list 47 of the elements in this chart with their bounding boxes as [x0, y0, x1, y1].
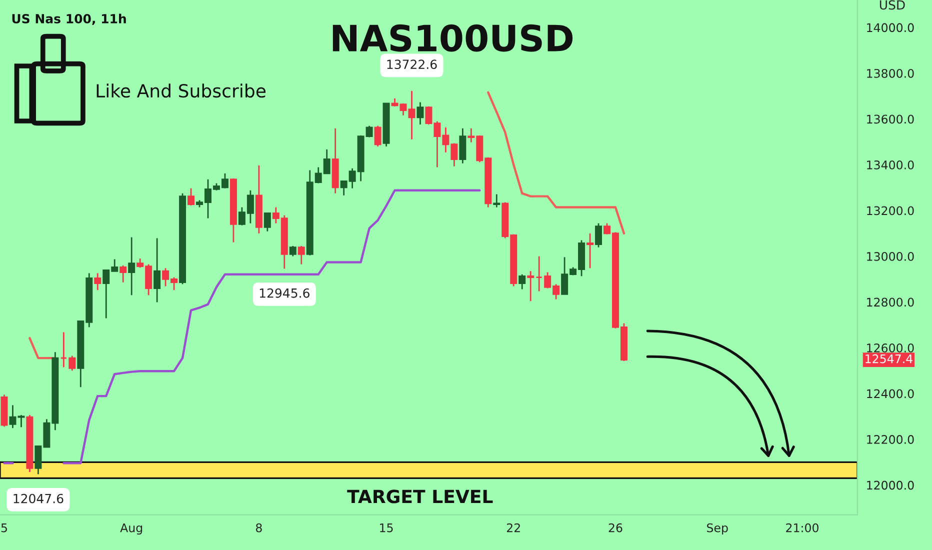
y-tick-label: 13000.0 [867, 252, 914, 261]
candlestick [459, 128, 466, 164]
candlestick [264, 212, 271, 232]
candlestick [60, 332, 68, 368]
y-tick-label: 13600.0 [867, 114, 914, 124]
candlestick [94, 272, 102, 291]
x-tick-label: Sep [707, 523, 728, 535]
x-tick-label: 8 [256, 523, 262, 532]
y-tick-label: 12200.0 [867, 435, 914, 444]
text: 12547.4 [866, 354, 912, 364]
x-tick-label: 21:00 [786, 523, 818, 532]
candlestick [128, 236, 136, 296]
candlestick [154, 237, 161, 303]
candlestick [536, 256, 543, 292]
y-tick-label: 13400.0 [867, 160, 914, 170]
x-tick-label: 22 [506, 523, 520, 532]
annotation: US Nas 100, 11h [12, 14, 126, 26]
candlestick [595, 222, 602, 248]
y-tick-label: 12000.0 [867, 480, 914, 490]
annotation: Like And Subscribe [96, 84, 266, 98]
band-label: TARGET LEVEL [347, 490, 493, 504]
y-tick-label: 13800.0 [867, 68, 914, 78]
annotation: 12945.6 [260, 288, 310, 298]
y-tick-label: 12800.0 [867, 298, 914, 307]
y-tick-label: 14000.0 [867, 23, 914, 32]
y-tick-label: 12400.0 [867, 389, 914, 398]
candlestick [416, 102, 424, 126]
candlestick [518, 274, 526, 290]
x-tick-label: 15 [380, 523, 393, 532]
candlestick [374, 125, 382, 148]
y-axis-title: USD [880, 0, 905, 10]
x-tick-label: Aug [120, 523, 142, 535]
text: NAS100USD [332, 24, 573, 52]
x-tick-label: 26 [608, 523, 622, 532]
annotation: 13722.6 [387, 60, 437, 70]
candlestick [586, 232, 594, 269]
candlestick [493, 194, 500, 208]
y-tick-label: 12600.0 [867, 344, 914, 352]
candlestick [527, 270, 534, 302]
y-tick-label: 13200.0 [867, 206, 914, 216]
x-tick-label: 5 [1, 523, 7, 532]
candlestick [120, 264, 127, 284]
annotation: 12047.6 [14, 494, 64, 504]
candlestick [289, 245, 296, 257]
candlestick [68, 355, 76, 372]
candlestick [298, 245, 305, 265]
candlestick [188, 188, 195, 206]
